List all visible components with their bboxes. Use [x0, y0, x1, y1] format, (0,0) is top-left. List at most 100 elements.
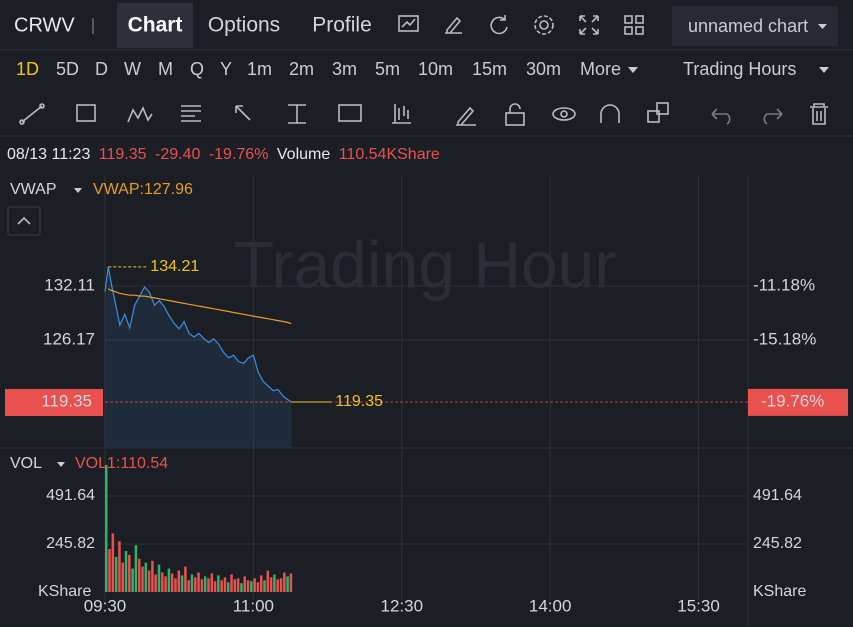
volume-bar: [283, 572, 286, 592]
volume-bar: [240, 583, 243, 592]
volume-bar: [167, 568, 171, 592]
caret: [57, 462, 65, 467]
price-area: [105, 266, 292, 448]
volume: 110.54KShare: [339, 146, 440, 163]
info-line: 08/13 11:23 119.35 -29.40 -19.76% Volume…: [7, 146, 440, 163]
period[interactable]: 5D: [56, 59, 79, 79]
period[interactable]: D: [95, 59, 108, 79]
volume-bar: [220, 580, 223, 592]
x-tick-label: 15:30: [677, 596, 720, 615]
period[interactable]: 30m: [526, 59, 561, 79]
volume-bar: [114, 556, 118, 592]
tab[interactable]: Profile: [312, 14, 372, 37]
tab[interactable]: Options: [208, 14, 280, 37]
period[interactable]: 1D: [16, 59, 39, 79]
period[interactable]: 3m: [332, 59, 357, 79]
y-tick-label: 491.64: [46, 487, 95, 504]
volume-bar: [174, 578, 177, 592]
volume-bar: [111, 533, 115, 592]
symbol[interactable]: CRWV: [14, 14, 75, 36]
volume-bar: [141, 566, 144, 592]
volume-bar: [223, 577, 227, 592]
indicator-value: VOL1:110.54: [75, 455, 168, 472]
volume-bar: [197, 572, 200, 592]
volume-bar: [203, 576, 207, 592]
y2-tick-label: -15.18%: [753, 329, 816, 348]
volume-bar: [180, 575, 184, 592]
price: 119.35: [99, 146, 147, 163]
watermark: Trading Hour: [234, 227, 617, 301]
volume-label: Volume: [277, 146, 330, 163]
volume-bar: [187, 580, 190, 592]
unit-label: KShare: [753, 583, 806, 600]
last-price-label: 119.35: [41, 391, 92, 410]
volume-bar: [210, 573, 214, 592]
y-tick-label: 132.11: [44, 275, 95, 294]
y-tick-label: 245.82: [753, 535, 802, 552]
unit-label: KShare: [38, 583, 91, 600]
line: [104, 266, 292, 403]
volume-bar: [243, 576, 246, 592]
volume-bar: [108, 549, 111, 592]
period[interactable]: Y: [220, 59, 232, 79]
period[interactable]: 15m: [472, 59, 507, 79]
period[interactable]: More: [580, 59, 621, 79]
volume-bar: [154, 574, 157, 592]
caret: [819, 67, 829, 73]
caret: [74, 188, 82, 193]
volume-bar: [147, 570, 151, 592]
period[interactable]: W: [124, 59, 141, 79]
y2-tick-label: -11.18%: [753, 275, 815, 294]
volume-bar: [124, 550, 128, 592]
caret: [818, 24, 827, 29]
collapse-button[interactable]: [7, 206, 41, 236]
volume-bar: [151, 560, 154, 592]
period[interactable]: 2m: [289, 59, 314, 79]
period[interactable]: 1m: [247, 59, 272, 79]
volume-bar: [259, 575, 263, 592]
datetime: 08/13 11:23: [7, 146, 90, 163]
period[interactable]: M: [158, 59, 173, 79]
last-pct-label: -19.76%: [761, 391, 824, 410]
volume-bar: [121, 562, 124, 592]
volume-bar: [276, 579, 279, 592]
session[interactable]: Trading Hours: [683, 59, 796, 79]
volume-bar: [200, 579, 204, 592]
volume-bar: [269, 577, 273, 592]
active-tab-bg: [117, 3, 193, 48]
volume-bar: [134, 545, 138, 592]
header-icons[interactable]: [398, 15, 644, 35]
period[interactable]: 10m: [418, 59, 453, 79]
x-tick-label: 12:30: [380, 596, 423, 615]
volume-bar: [137, 558, 141, 592]
volume-bar: [266, 570, 270, 592]
last-price-box: [5, 389, 103, 416]
period[interactable]: Q: [190, 59, 204, 79]
x-tick-label: 09:30: [84, 596, 127, 615]
volume-bar: [286, 576, 289, 592]
chart-name-box[interactable]: [672, 6, 838, 46]
collapse-icon: [17, 216, 31, 225]
toolbar-icons[interactable]: [19, 102, 828, 126]
chart-name[interactable]: unnamed chart: [688, 16, 808, 36]
volume-bar: [289, 573, 293, 592]
indicator[interactable]: VOL: [10, 455, 42, 472]
volume-bar: [164, 576, 167, 592]
tab[interactable]: Chart: [128, 14, 183, 37]
indicator[interactable]: VWAP: [10, 181, 57, 198]
y-tick-label: 126.17: [43, 329, 95, 348]
volume-bar: [213, 581, 217, 592]
y-tick-label: 245.82: [46, 535, 95, 552]
volume-bar: [128, 554, 131, 592]
indicator-value: VWAP:127.96: [93, 181, 193, 198]
volume-bar: [105, 465, 108, 592]
volume-bar: [177, 570, 181, 592]
y-tick-label: 491.64: [753, 487, 802, 504]
high-label: 134.21: [150, 258, 199, 275]
volume-bar: [161, 572, 164, 592]
volume-bar: [230, 574, 233, 592]
volume-bar: [131, 568, 134, 592]
period[interactable]: 5m: [375, 59, 400, 79]
volume-bar: [194, 577, 197, 592]
